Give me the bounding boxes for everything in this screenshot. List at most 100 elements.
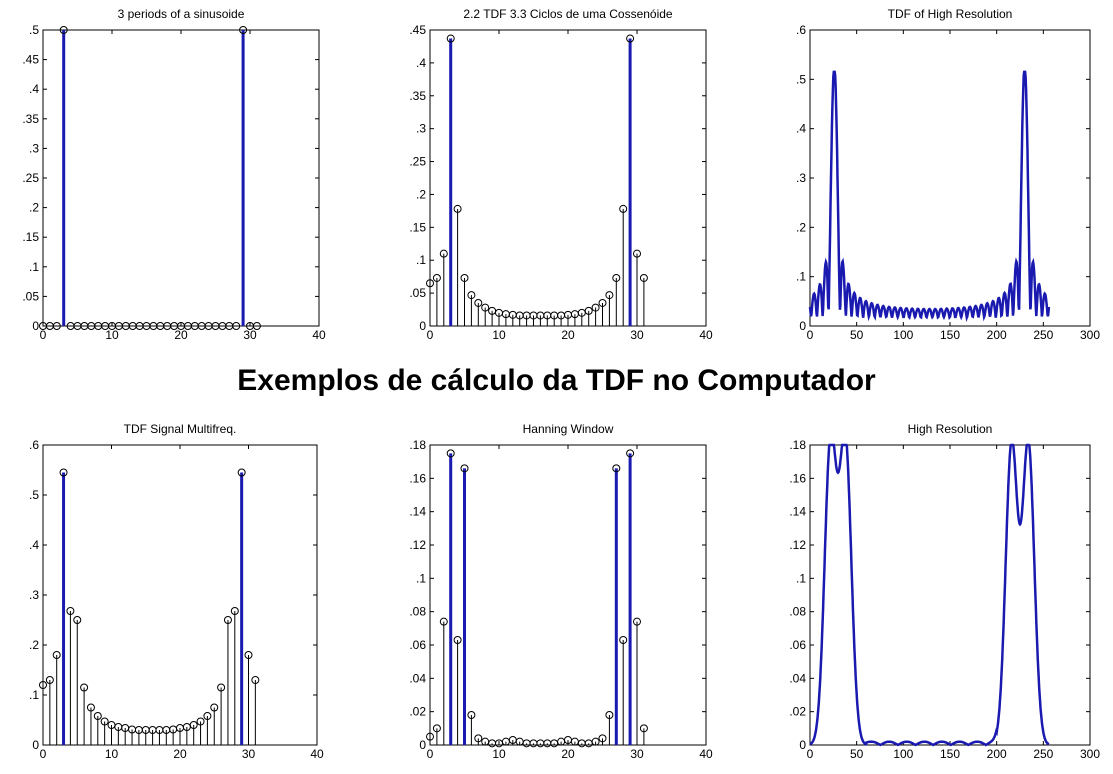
stem-marker xyxy=(598,734,607,743)
x-tick-label: 20 xyxy=(561,328,575,342)
y-tick-label: .6 xyxy=(796,23,806,37)
stem-marker xyxy=(612,464,621,473)
y-tick-label: .25 xyxy=(22,171,39,185)
x-tick-label: 0 xyxy=(807,747,814,761)
y-tick-label: .14 xyxy=(409,505,426,519)
x-tick-label: 30 xyxy=(242,747,256,761)
axes-box xyxy=(809,29,1091,327)
stem-marker xyxy=(239,26,248,34)
stem-marker xyxy=(86,703,95,712)
y-tick-label: .1 xyxy=(416,253,426,267)
stem-marker xyxy=(223,616,232,624)
x-tick-label: 40 xyxy=(699,747,713,761)
y-tick-label: .6 xyxy=(29,438,39,452)
stem-marker xyxy=(481,303,490,312)
stem-marker xyxy=(80,683,89,692)
x-tick-label: 30 xyxy=(630,747,644,761)
x-tick-label: 30 xyxy=(630,328,644,342)
x-tick-label: 300 xyxy=(1080,747,1100,761)
x-tick-label: 250 xyxy=(1033,747,1053,761)
stem-marker xyxy=(39,681,47,689)
y-tick-label: .15 xyxy=(409,220,426,234)
x-tick-label: 40 xyxy=(310,747,324,761)
stem-marker xyxy=(432,724,441,733)
stem-marker xyxy=(584,306,593,315)
x-tick-label: 10 xyxy=(492,747,506,761)
y-tick-label: .2 xyxy=(29,638,39,652)
stem-marker xyxy=(230,607,239,615)
x-tick-label: 20 xyxy=(174,328,188,342)
y-tick-label: .3 xyxy=(796,171,806,185)
stem-marker xyxy=(467,291,476,300)
stem-marker xyxy=(100,717,109,726)
y-tick-label: 0 xyxy=(799,738,806,752)
stem-marker xyxy=(59,26,68,34)
x-tick-label: 30 xyxy=(243,328,257,342)
y-tick-label: .4 xyxy=(29,82,39,96)
stem-marker xyxy=(232,322,241,330)
stem-marker xyxy=(619,204,628,213)
stem-marker xyxy=(59,468,68,477)
panel-hanning-window: Hanning Window 0 10 20 30 40 0 .02 .04 .06 .08 .1 .1… xyxy=(409,422,713,761)
axes-box xyxy=(429,29,707,327)
stem-marker xyxy=(474,734,483,743)
x-tick-label: 200 xyxy=(987,328,1007,342)
stem-marker xyxy=(633,617,641,626)
stem-marker xyxy=(460,273,469,282)
y-tick-label: .02 xyxy=(409,705,426,719)
stem-marker xyxy=(237,468,246,477)
stem-marker xyxy=(467,711,476,719)
stem-marker xyxy=(432,273,441,282)
stem-marker xyxy=(605,291,614,300)
x-tick-label: 0 xyxy=(427,747,434,761)
panel-title: TDF of High Resolution xyxy=(888,7,1013,21)
y-tick-label: .25 xyxy=(409,155,426,169)
x-tick-label: 0 xyxy=(807,328,814,342)
y-tick-label: 0 xyxy=(419,738,426,752)
x-tick-label: 10 xyxy=(492,328,506,342)
y-tick-label: .5 xyxy=(29,488,39,502)
stem-marker xyxy=(244,651,253,659)
x-tick-label: 150 xyxy=(940,747,960,761)
y-tick-label: .4 xyxy=(29,538,39,552)
panel-high-resolution: High Resolution 0 50 100 150 200 250 300 0 .02 .04… xyxy=(789,422,1100,761)
y-tick-label: .1 xyxy=(29,260,39,274)
y-tick-label: .35 xyxy=(409,89,426,103)
y-tick-label: .4 xyxy=(416,56,426,70)
y-tick-label: .16 xyxy=(789,471,806,485)
y-tick-label: .06 xyxy=(409,638,426,652)
x-tick-label: 150 xyxy=(940,328,960,342)
stem-marker xyxy=(474,298,483,307)
stem-marker xyxy=(605,711,614,719)
y-tick-label: .5 xyxy=(29,23,39,37)
stem-marker xyxy=(639,724,648,733)
y-tick-label: .3 xyxy=(29,141,39,155)
x-tick-label: 40 xyxy=(312,328,326,342)
y-tick-label: .2 xyxy=(796,220,806,234)
x-tick-label: 250 xyxy=(1033,328,1053,342)
y-tick-label: 0 xyxy=(419,319,426,333)
y-tick-label: .04 xyxy=(789,671,806,685)
stem-marker xyxy=(460,464,469,473)
stem-marker xyxy=(446,449,455,458)
y-tick-label: .12 xyxy=(409,538,426,552)
stem-marker xyxy=(426,732,434,741)
stem-marker xyxy=(189,721,198,729)
y-tick-label: 0 xyxy=(799,319,806,333)
stem-marker xyxy=(633,249,641,258)
y-tick-label: .45 xyxy=(22,53,39,67)
y-tick-label: .2 xyxy=(416,187,426,201)
x-tick-label: 50 xyxy=(850,747,864,761)
stem-marker xyxy=(210,703,219,712)
y-tick-label: .2 xyxy=(29,201,39,215)
x-tick-label: 20 xyxy=(561,747,575,761)
spectrum-line xyxy=(809,443,1050,747)
y-tick-label: .3 xyxy=(416,122,426,136)
y-tick-label: .3 xyxy=(29,588,39,602)
y-tick-label: .1 xyxy=(29,688,39,702)
x-tick-label: 10 xyxy=(105,747,119,761)
axes-box xyxy=(429,444,707,746)
y-tick-label: .5 xyxy=(796,72,806,86)
y-tick-label: .35 xyxy=(22,112,39,126)
y-tick-label: .12 xyxy=(789,538,806,552)
